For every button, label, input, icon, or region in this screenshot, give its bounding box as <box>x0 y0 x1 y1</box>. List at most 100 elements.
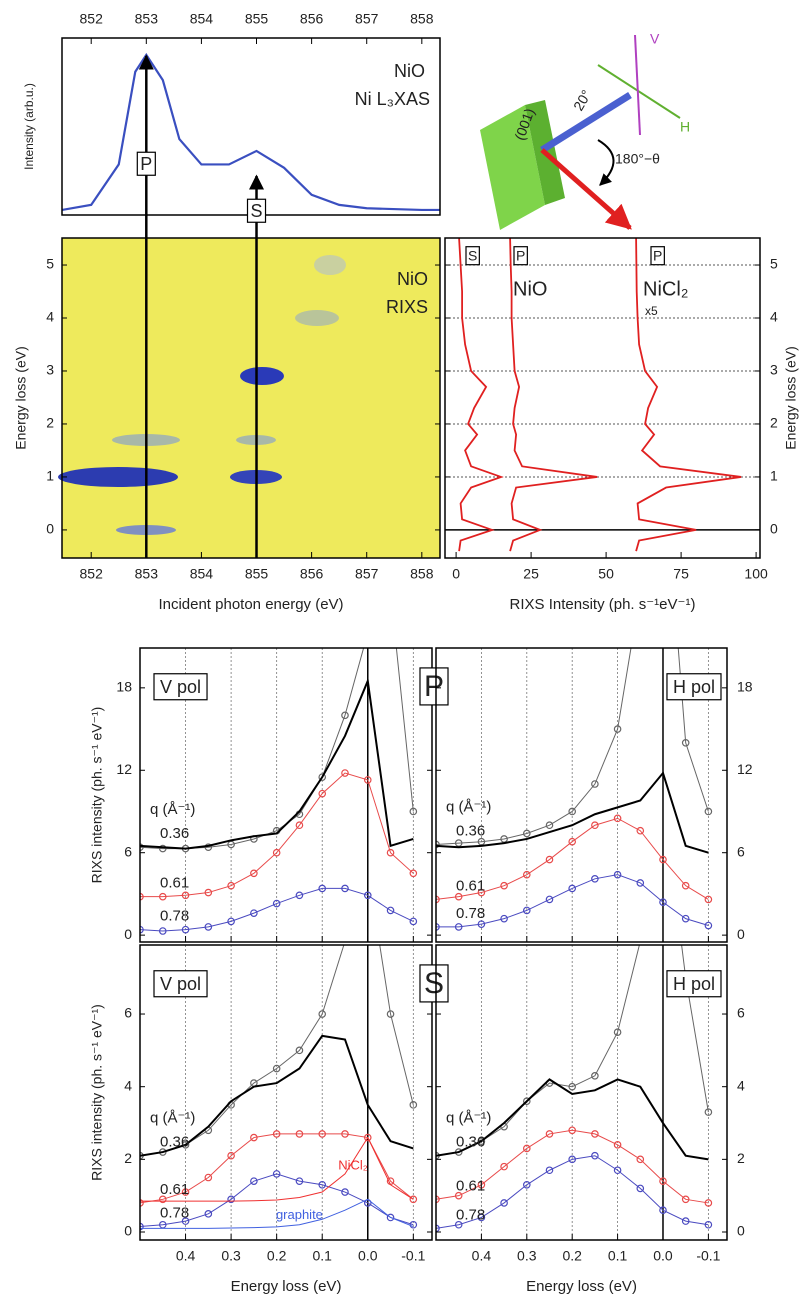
plot-area <box>436 945 713 1240</box>
x-axis-label: Energy loss (eV) <box>526 1278 637 1295</box>
data-line <box>436 817 709 900</box>
data-point <box>386 906 395 915</box>
data-line <box>140 772 414 898</box>
x-axis-label: Incident photon energy (eV) <box>158 596 343 613</box>
axes-frame <box>61 237 441 559</box>
data-point <box>409 1195 418 1204</box>
x-tick-label: 852 <box>80 11 104 27</box>
fit-line <box>436 770 709 854</box>
x-tick-label: 856 <box>300 566 324 582</box>
data-point <box>181 1188 190 1196</box>
y-tick-label: 5 <box>46 256 54 272</box>
data-point <box>704 1199 713 1207</box>
data-point <box>681 1195 690 1204</box>
data-point <box>341 884 349 893</box>
data-point <box>636 1184 645 1193</box>
series-label: 0.78 <box>456 905 485 922</box>
data-point <box>272 1130 281 1138</box>
data-point <box>365 630 371 636</box>
y-axis-label: RIXS intensity (ph. s⁻¹ eV⁻¹) <box>89 707 105 884</box>
x-tick-label: 0.0 <box>653 1248 673 1264</box>
data-line <box>436 1155 709 1229</box>
data-point <box>613 814 622 823</box>
y-tick-label: 2 <box>124 1150 132 1166</box>
y-tick-label: 6 <box>737 843 745 859</box>
y-tick-label: 1 <box>770 468 778 484</box>
y-tick-label: 4 <box>46 309 54 325</box>
label-box <box>650 246 665 266</box>
data-point <box>522 906 531 915</box>
data-point <box>681 914 690 923</box>
data-point <box>227 881 235 890</box>
data-point <box>636 1155 645 1164</box>
x-tick-label: 0.1 <box>608 1248 628 1264</box>
y-axis-label: Intensity (arb.u.) <box>22 83 36 170</box>
data-point <box>591 1151 599 1160</box>
y-tick-label: 2 <box>737 1150 745 1166</box>
y-tick-label: 18 <box>737 679 753 695</box>
data-point <box>181 891 190 900</box>
x-axis-label: RIXS Intensity (ph. s⁻¹eV⁻¹) <box>510 596 696 613</box>
x-tick-label: -0.1 <box>401 1248 425 1264</box>
y-tick-label: 0 <box>737 1223 745 1239</box>
data-point <box>636 826 645 835</box>
data-point <box>227 917 235 926</box>
data-point <box>318 789 327 798</box>
y-tick-label: 1 <box>46 468 54 484</box>
x-tick-label: 853 <box>135 11 159 27</box>
y-axis-label: RIXS intensity (ph. s⁻¹ eV⁻¹) <box>89 1004 105 1181</box>
y-tick-label: 3 <box>46 362 54 378</box>
spectrum-label: NiO <box>513 278 547 300</box>
data-line <box>436 648 709 845</box>
label-box <box>419 964 449 1003</box>
y-tick-label: 5 <box>770 256 778 272</box>
data-line <box>140 887 414 932</box>
x-tick-label: 0.3 <box>517 1248 537 1264</box>
label-box <box>136 151 156 176</box>
y-tick-label: 6 <box>124 1005 132 1021</box>
y-axis-label: Energy loss (eV) <box>13 346 29 449</box>
x-tick-label: 857 <box>355 11 379 27</box>
data-point <box>613 1028 622 1036</box>
data-point <box>568 884 576 893</box>
x-tick-label: 0.3 <box>221 1248 241 1264</box>
x-tick-label: 858 <box>410 566 434 582</box>
q-label: q (Å⁻¹) <box>150 1110 195 1127</box>
x-tick-label: 0.0 <box>358 1248 378 1264</box>
data-point <box>591 875 599 883</box>
x-tick-label: 854 <box>190 11 214 27</box>
data-point <box>250 869 258 878</box>
data-point <box>454 892 463 901</box>
data-point <box>454 1191 463 1200</box>
y-tick-label: 0 <box>46 521 54 537</box>
series-label: NiCl₂ <box>338 1157 368 1172</box>
label-box <box>666 673 722 701</box>
data-point <box>363 1133 372 1142</box>
arrow-label: S <box>251 201 263 221</box>
label-box <box>465 246 480 266</box>
data-point <box>181 1217 190 1225</box>
spectrum-line <box>635 238 742 552</box>
spectrum-line <box>509 238 598 552</box>
data-point <box>158 844 167 853</box>
data-point <box>363 776 372 784</box>
y-tick-label: 2 <box>46 415 54 431</box>
data-point <box>704 895 713 904</box>
data-point <box>295 1177 304 1185</box>
y-tick-label: 6 <box>737 1005 745 1021</box>
data-point <box>318 1130 327 1138</box>
series-label: 0.78 <box>160 1205 189 1222</box>
data-point <box>659 1206 667 1215</box>
x-tick-label: 854 <box>190 566 214 582</box>
data-point <box>522 870 531 879</box>
data-point <box>295 821 304 830</box>
data-point <box>363 891 372 900</box>
x-axis-label: Energy loss (eV) <box>231 1278 342 1295</box>
x-tick-label: 75 <box>673 566 689 582</box>
data-point <box>386 1213 395 1222</box>
data-point <box>636 879 645 887</box>
y-tick-label: 2 <box>770 415 778 431</box>
x-tick-label: 0.1 <box>312 1248 332 1264</box>
data-point <box>591 1071 599 1080</box>
